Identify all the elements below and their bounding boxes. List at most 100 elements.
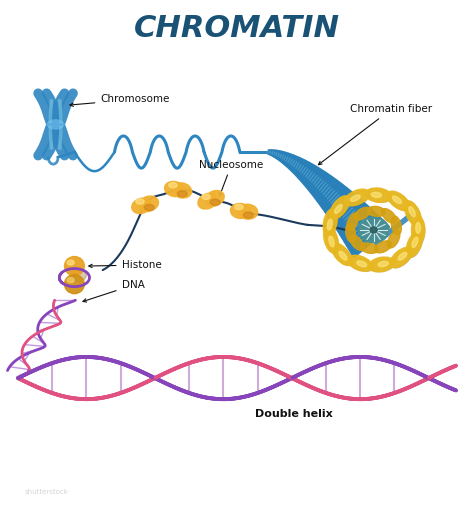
Text: Chromosome: Chromosome (70, 94, 170, 107)
Ellipse shape (350, 195, 360, 201)
Polygon shape (320, 182, 341, 206)
Polygon shape (350, 221, 385, 252)
Ellipse shape (406, 203, 421, 226)
Polygon shape (279, 152, 283, 161)
Polygon shape (338, 205, 368, 234)
Polygon shape (310, 172, 326, 192)
Text: Histone: Histone (89, 260, 161, 270)
Polygon shape (292, 158, 301, 172)
Ellipse shape (367, 207, 385, 217)
Ellipse shape (325, 211, 337, 236)
Polygon shape (350, 222, 386, 254)
Ellipse shape (378, 262, 388, 267)
Polygon shape (331, 195, 357, 222)
Polygon shape (299, 163, 311, 180)
Polygon shape (342, 210, 374, 239)
Ellipse shape (64, 257, 84, 276)
Polygon shape (338, 204, 367, 233)
Ellipse shape (339, 251, 347, 260)
Polygon shape (294, 159, 304, 175)
Ellipse shape (67, 260, 74, 265)
Polygon shape (319, 181, 340, 205)
Ellipse shape (358, 217, 389, 242)
Ellipse shape (323, 209, 337, 236)
Polygon shape (317, 179, 336, 201)
Ellipse shape (144, 205, 154, 211)
Ellipse shape (382, 209, 396, 223)
Polygon shape (334, 198, 361, 226)
Polygon shape (315, 177, 334, 199)
Ellipse shape (406, 231, 422, 257)
Polygon shape (284, 154, 291, 165)
Ellipse shape (347, 213, 358, 231)
Polygon shape (332, 196, 358, 224)
Polygon shape (353, 226, 390, 258)
Ellipse shape (243, 212, 253, 218)
Ellipse shape (230, 204, 250, 219)
Ellipse shape (198, 193, 217, 209)
Ellipse shape (346, 223, 356, 242)
Polygon shape (289, 156, 297, 169)
Polygon shape (316, 178, 335, 200)
Ellipse shape (132, 198, 151, 214)
Ellipse shape (235, 205, 243, 210)
Polygon shape (287, 155, 294, 168)
Polygon shape (322, 185, 345, 210)
Ellipse shape (172, 183, 191, 198)
Ellipse shape (369, 257, 394, 272)
Polygon shape (303, 166, 316, 184)
Ellipse shape (346, 191, 370, 206)
Ellipse shape (370, 259, 394, 272)
Polygon shape (321, 184, 344, 209)
Ellipse shape (404, 201, 421, 226)
Polygon shape (325, 188, 348, 213)
Polygon shape (272, 150, 274, 156)
Ellipse shape (169, 182, 177, 188)
Polygon shape (297, 161, 308, 177)
Polygon shape (308, 170, 324, 190)
Polygon shape (292, 158, 302, 173)
Polygon shape (352, 224, 388, 257)
Polygon shape (343, 211, 374, 241)
Polygon shape (324, 187, 347, 212)
Text: Double helix: Double helix (255, 409, 332, 419)
Ellipse shape (347, 255, 373, 271)
Ellipse shape (210, 199, 220, 206)
Polygon shape (344, 212, 376, 242)
Polygon shape (341, 209, 372, 238)
Ellipse shape (371, 192, 382, 197)
Polygon shape (270, 150, 272, 155)
Polygon shape (288, 156, 296, 169)
Ellipse shape (139, 196, 158, 212)
Ellipse shape (398, 252, 407, 260)
Ellipse shape (370, 227, 377, 233)
Polygon shape (330, 194, 356, 221)
Polygon shape (348, 218, 382, 249)
Polygon shape (318, 181, 338, 204)
Ellipse shape (387, 191, 410, 211)
Ellipse shape (164, 181, 184, 196)
Polygon shape (349, 220, 383, 251)
Polygon shape (268, 150, 269, 155)
Polygon shape (301, 164, 314, 182)
Text: Nucleosome: Nucleosome (199, 160, 264, 196)
Ellipse shape (327, 219, 332, 230)
Polygon shape (298, 162, 309, 178)
Polygon shape (286, 155, 293, 167)
Ellipse shape (367, 190, 392, 203)
Polygon shape (346, 215, 378, 245)
Polygon shape (275, 150, 279, 159)
Ellipse shape (390, 247, 412, 268)
Polygon shape (274, 150, 278, 158)
Polygon shape (321, 183, 342, 207)
Polygon shape (327, 190, 351, 216)
Polygon shape (314, 176, 332, 198)
Ellipse shape (238, 204, 258, 219)
Polygon shape (328, 192, 354, 218)
Polygon shape (312, 174, 330, 196)
Ellipse shape (375, 241, 392, 253)
Polygon shape (304, 167, 319, 186)
Ellipse shape (392, 196, 401, 204)
Polygon shape (334, 199, 362, 227)
Ellipse shape (349, 257, 373, 271)
